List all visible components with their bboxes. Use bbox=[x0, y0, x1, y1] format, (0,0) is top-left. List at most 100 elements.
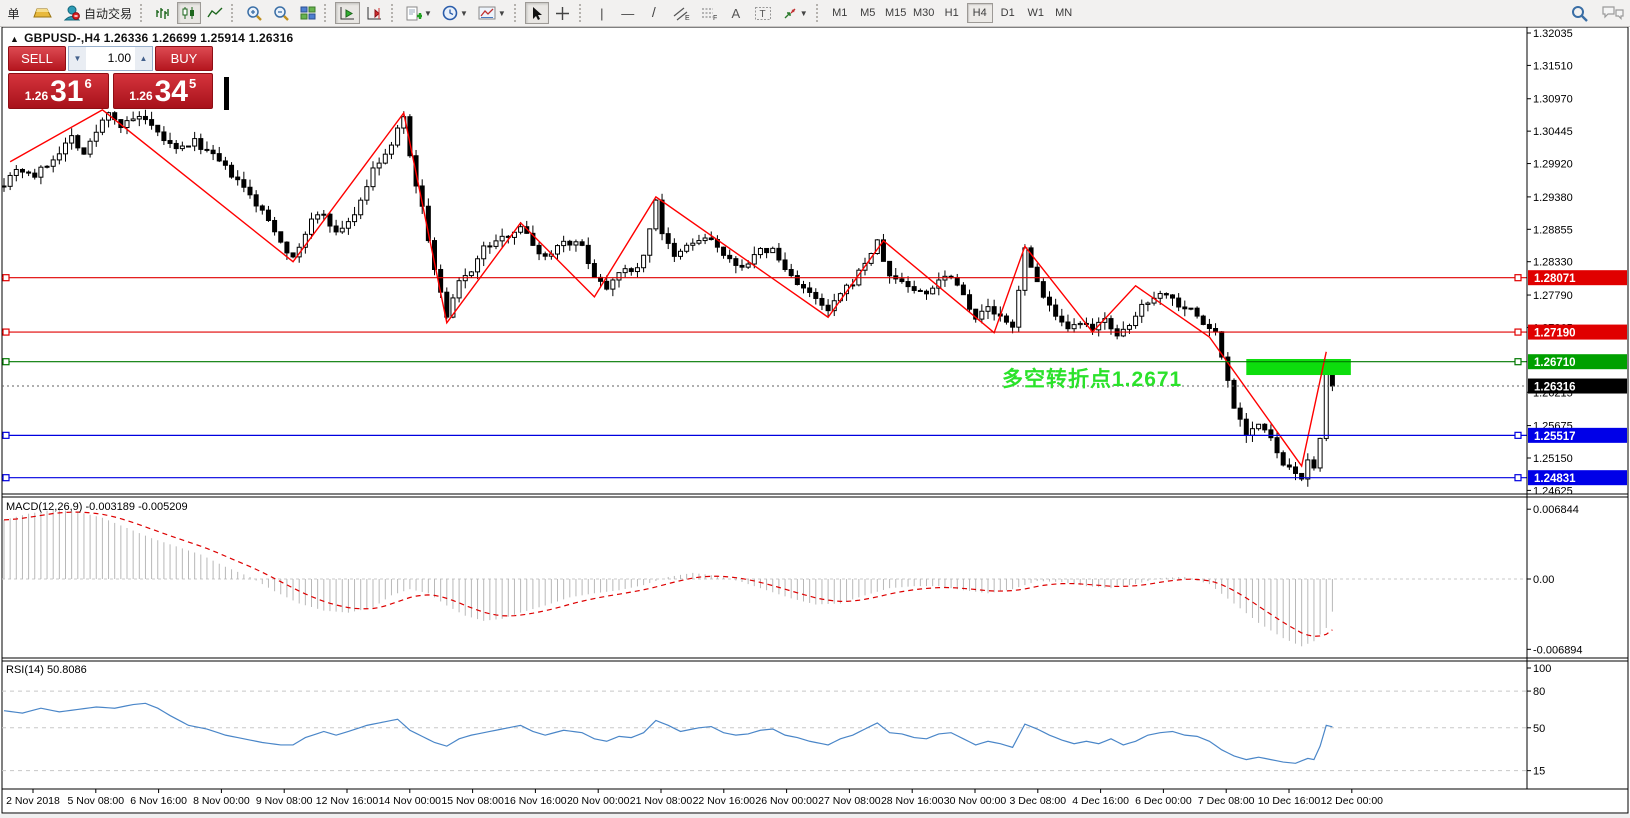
search-icon[interactable] bbox=[1571, 5, 1588, 22]
sell-label: SELL bbox=[21, 51, 53, 66]
crosshair-button[interactable] bbox=[551, 2, 575, 24]
axis-label: 1.30445 bbox=[1533, 126, 1573, 138]
toolbar-grip[interactable] bbox=[513, 4, 521, 22]
sell-button[interactable]: SELL bbox=[8, 46, 66, 71]
text-tool-button[interactable]: A bbox=[724, 2, 748, 24]
auto-scroll-button[interactable] bbox=[335, 2, 361, 24]
volume-decrease-button[interactable]: ▼ bbox=[69, 47, 86, 70]
toolbar-grip[interactable] bbox=[391, 4, 398, 22]
dropdown-arrow-icon: ▼ bbox=[497, 8, 506, 18]
date-label: 5 Nov 08:00 bbox=[67, 795, 124, 807]
autotrade-button[interactable]: 自动交易 bbox=[59, 2, 136, 24]
trendline-tool-button[interactable]: / bbox=[642, 2, 666, 24]
cursor-button[interactable] bbox=[524, 2, 549, 24]
line-handle[interactable] bbox=[2, 431, 10, 439]
fibonacci-tool-button[interactable]: F bbox=[696, 2, 722, 24]
timeframe-button-m1[interactable]: M1 bbox=[832, 7, 848, 19]
toolbar-grip[interactable] bbox=[324, 4, 331, 22]
timeframe-button-h1[interactable]: H1 bbox=[944, 7, 959, 19]
vertical-line-icon: | bbox=[600, 5, 604, 21]
line-chart-button[interactable] bbox=[203, 2, 227, 24]
line-handle[interactable] bbox=[1514, 431, 1522, 439]
price-tag-1.25517[interactable]: 1.25517 bbox=[1528, 427, 1627, 443]
timeframe-button-m30[interactable]: M30 bbox=[913, 7, 935, 19]
timeframe-button-d1[interactable]: D1 bbox=[1000, 7, 1015, 19]
zoom-in-button[interactable] bbox=[242, 2, 267, 24]
zoom-out-button[interactable] bbox=[269, 2, 294, 24]
indicators-button[interactable]: ▼ bbox=[402, 2, 436, 24]
axis-label: 0.006844 bbox=[1533, 504, 1579, 516]
pivot-zone-rectangle[interactable] bbox=[1246, 358, 1351, 376]
line-handle[interactable] bbox=[1514, 358, 1522, 366]
line-handle[interactable] bbox=[1514, 474, 1522, 482]
sell-price-box[interactable]: 1.26 31 6 bbox=[8, 73, 109, 109]
buy-button[interactable]: BUY bbox=[155, 46, 213, 71]
autotrade-label: 自动交易 bbox=[84, 6, 133, 21]
sell-price-small: 1.26 bbox=[24, 89, 49, 103]
toolbar-grip[interactable] bbox=[140, 4, 147, 22]
svg-text:1.25517: 1.25517 bbox=[1534, 431, 1576, 443]
equidistant-channel-button[interactable]: E bbox=[668, 2, 694, 24]
chart-shift-button[interactable] bbox=[362, 2, 387, 24]
buy-price-box[interactable]: 1.26 34 5 bbox=[112, 73, 213, 109]
toolbar-grip[interactable] bbox=[815, 4, 823, 22]
templates-button[interactable]: ▼ bbox=[474, 2, 510, 24]
one-click-trading-panel: SELL ▼ 1.00 ▲ BUY 1.26 31 6 1.26 34 5 bbox=[8, 46, 213, 109]
timeframe-button-m5[interactable]: M5 bbox=[860, 7, 876, 19]
line-handle[interactable] bbox=[1514, 328, 1522, 336]
price-tag-1.26710[interactable]: 1.26710 bbox=[1528, 354, 1627, 370]
panel-drag-handle[interactable] bbox=[224, 77, 229, 110]
new-order-button[interactable]: 单 bbox=[3, 2, 27, 24]
toolbar-grip[interactable] bbox=[231, 4, 238, 22]
rsi-value: 50.8086 bbox=[46, 664, 87, 676]
line-handle[interactable] bbox=[2, 474, 10, 482]
candlestick-chart-button[interactable] bbox=[177, 2, 202, 24]
axis-label: 1.32035 bbox=[1533, 28, 1573, 40]
timeframe-button-w1[interactable]: W1 bbox=[1027, 7, 1044, 19]
chart-shift-icon bbox=[367, 6, 382, 19]
tile-windows-icon bbox=[300, 6, 316, 20]
horizontal-line-tool-button[interactable]: — bbox=[616, 2, 640, 24]
text-label-tool-button[interactable]: T bbox=[750, 2, 776, 24]
sell-price-pip: 6 bbox=[84, 76, 92, 91]
date-label: 14 Nov 00:00 bbox=[379, 795, 442, 807]
line-handle[interactable] bbox=[2, 328, 10, 336]
zigzag-line[interactable] bbox=[9, 109, 1327, 468]
axis-label: 1.30970 bbox=[1533, 94, 1573, 106]
dropdown-arrow-icon: ▼ bbox=[799, 8, 808, 18]
zoom-in-icon bbox=[247, 6, 262, 21]
bar-chart-button[interactable] bbox=[151, 2, 175, 24]
line-handle[interactable] bbox=[2, 274, 10, 282]
price-tag-1.27190[interactable]: 1.27190 bbox=[1528, 324, 1627, 340]
axis-label: 1.24625 bbox=[1533, 485, 1573, 497]
line-handle[interactable] bbox=[1514, 274, 1522, 282]
tile-windows-button[interactable] bbox=[296, 2, 320, 24]
axis-label: 1.29920 bbox=[1533, 159, 1573, 171]
volume-increase-button[interactable]: ▲ bbox=[135, 47, 152, 70]
buy-price-pip: 5 bbox=[189, 76, 197, 91]
template-icon bbox=[478, 6, 496, 20]
date-label: 10 Dec 16:00 bbox=[1258, 795, 1321, 807]
vertical-line-tool-button[interactable]: | bbox=[590, 2, 614, 24]
volume-value[interactable]: 1.00 bbox=[107, 51, 131, 65]
crosshair-icon bbox=[556, 6, 570, 20]
gold-ingot-icon-button[interactable] bbox=[29, 2, 57, 24]
price-tag-1.26316[interactable]: 1.26316 bbox=[1528, 378, 1627, 394]
timeframe-button-mn[interactable]: MN bbox=[1055, 7, 1073, 19]
periods-button[interactable]: ▼ bbox=[438, 2, 472, 24]
svg-text:1.26710: 1.26710 bbox=[1534, 357, 1576, 369]
date-label: 2 Nov 2018 bbox=[6, 795, 60, 807]
price-tag-1.24831[interactable]: 1.24831 bbox=[1528, 470, 1627, 486]
rsi-panel bbox=[2, 690, 1527, 772]
chat-icon[interactable] bbox=[1602, 5, 1624, 21]
line-handle[interactable] bbox=[2, 358, 10, 366]
arrows-tool-button[interactable]: ▼ bbox=[778, 2, 812, 24]
price-tag-1.28071[interactable]: 1.28071 bbox=[1528, 270, 1627, 286]
timeframe-button-h4[interactable]: H4 bbox=[966, 3, 993, 23]
arrows-icon bbox=[784, 8, 796, 18]
text-tool-icon: A bbox=[731, 5, 741, 21]
timeframe-button-m15[interactable]: M15 bbox=[885, 7, 907, 19]
date-label: 20 Nov 00:00 bbox=[567, 795, 630, 807]
toolbar-grip[interactable] bbox=[578, 4, 586, 22]
